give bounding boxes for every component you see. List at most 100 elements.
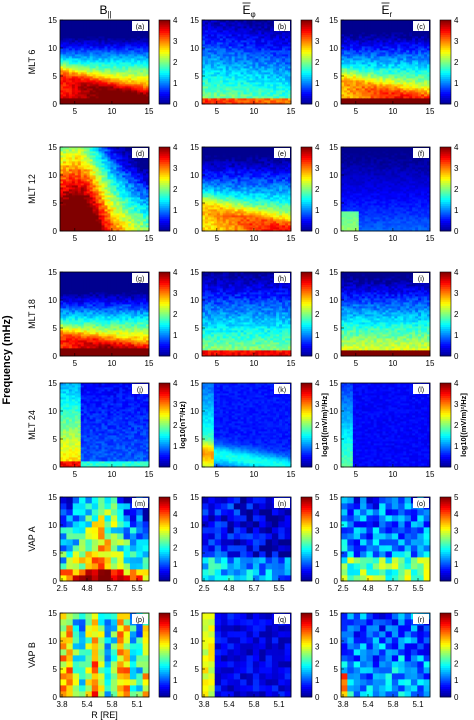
heatmap-cell (418, 52, 422, 55)
heatmap-cell (427, 82, 431, 85)
heatmap-cell (358, 88, 363, 91)
heatmap-cell (234, 38, 238, 41)
heatmap-cell (421, 84, 425, 87)
heatmap-cell (243, 72, 247, 75)
colorbar-segment (440, 57, 451, 61)
heatmap-cell (285, 88, 289, 91)
heatmap-cell (92, 165, 96, 168)
heatmap-cell (204, 22, 209, 25)
heatmap-cell (65, 217, 70, 220)
heatmap-cell (243, 46, 247, 49)
heatmap-cell (128, 88, 132, 91)
heatmap-cell (68, 98, 73, 101)
heatmap-cell (92, 201, 96, 204)
heatmap-cell (403, 82, 407, 85)
heatmap-cell (68, 64, 73, 67)
heatmap-cell (412, 70, 416, 73)
heatmap-cell (370, 80, 375, 83)
heatmap-cell (210, 100, 215, 103)
heatmap-cell (364, 58, 369, 61)
heatmap-cell (128, 30, 132, 33)
heatmap-cell (367, 70, 372, 73)
heatmap-cell (231, 80, 236, 83)
heatmap-cell (270, 40, 274, 43)
heatmap-cell (65, 161, 70, 164)
heatmap-cell (71, 82, 76, 85)
heatmap-cell (270, 42, 274, 45)
heatmap-cell (207, 20, 212, 23)
heatmap-cell (397, 96, 401, 99)
heatmap-cell (125, 191, 129, 194)
colorbar-segment (159, 20, 170, 23)
heatmap-cell (261, 32, 265, 35)
heatmap-cell (77, 32, 82, 35)
heatmap-cell (273, 72, 277, 75)
heatmap-cell (68, 24, 73, 27)
heatmap-cell (65, 78, 70, 81)
colorbar-segment (159, 22, 170, 25)
heatmap-cell (427, 84, 431, 87)
heatmap-cell (267, 82, 271, 85)
heatmap-cell (116, 151, 120, 154)
heatmap-cell (107, 201, 111, 204)
heatmap-cell (240, 22, 244, 25)
heatmap-cell (276, 58, 280, 61)
heatmap-cell (418, 84, 422, 87)
heatmap-cell (95, 90, 99, 93)
heatmap-cell (143, 46, 147, 49)
heatmap-cell (65, 163, 70, 166)
heatmap-cell (202, 74, 206, 77)
heatmap-cell (137, 56, 141, 59)
heatmap-cell (98, 193, 102, 196)
heatmap-cell (95, 211, 99, 214)
heatmap-cell (74, 96, 79, 99)
heatmap-cell (288, 58, 292, 61)
heatmap-cell (60, 78, 64, 81)
heatmap-cell (213, 54, 218, 57)
heatmap-cell (270, 52, 274, 55)
heatmap-cell (128, 207, 132, 210)
heatmap-cell (113, 151, 117, 154)
heatmap-cell (101, 197, 105, 200)
heatmap-cell (228, 30, 233, 33)
heatmap-cell (71, 227, 76, 230)
heatmap-cell (143, 84, 147, 87)
heatmap-cell (68, 149, 73, 152)
heatmap-cell (382, 102, 386, 105)
heatmap-cell (110, 157, 114, 160)
heatmap-cell (255, 60, 259, 63)
heatmap-cell (219, 20, 224, 23)
heatmap-cell (400, 52, 404, 55)
column-header-b-parallel-subscript: || (108, 10, 112, 19)
heatmap-cell (282, 46, 286, 49)
heatmap-cell (207, 56, 212, 59)
heatmap-cell (204, 66, 209, 69)
heatmap-cell (276, 46, 280, 49)
heatmap-cell (285, 62, 289, 65)
heatmap-cell (207, 46, 212, 49)
heatmap-cell (394, 34, 398, 37)
heatmap-cell (98, 92, 102, 95)
heatmap-cell (140, 30, 144, 33)
heatmap-cell (128, 185, 132, 188)
heatmap-cell (367, 62, 372, 65)
heatmap-cell (140, 100, 144, 103)
heatmap-cell (352, 22, 357, 25)
heatmap-cell (282, 80, 286, 83)
heatmap-cell (282, 56, 286, 59)
heatmap-cell (258, 76, 262, 79)
heatmap-cell (77, 80, 82, 83)
heatmap-cell (279, 96, 283, 99)
heatmap-cell (89, 211, 94, 214)
heatmap-cell (397, 72, 401, 75)
heatmap-cell (243, 98, 247, 101)
heatmap-cell (62, 161, 67, 164)
heatmap-cell (364, 60, 369, 63)
heatmap-cell (68, 147, 73, 150)
heatmap-cell (83, 52, 88, 55)
heatmap-cell (89, 64, 94, 67)
heatmap-cell (104, 54, 108, 57)
heatmap-cell (225, 100, 230, 103)
heatmap-cell (225, 98, 230, 101)
heatmap-cell (346, 80, 351, 83)
